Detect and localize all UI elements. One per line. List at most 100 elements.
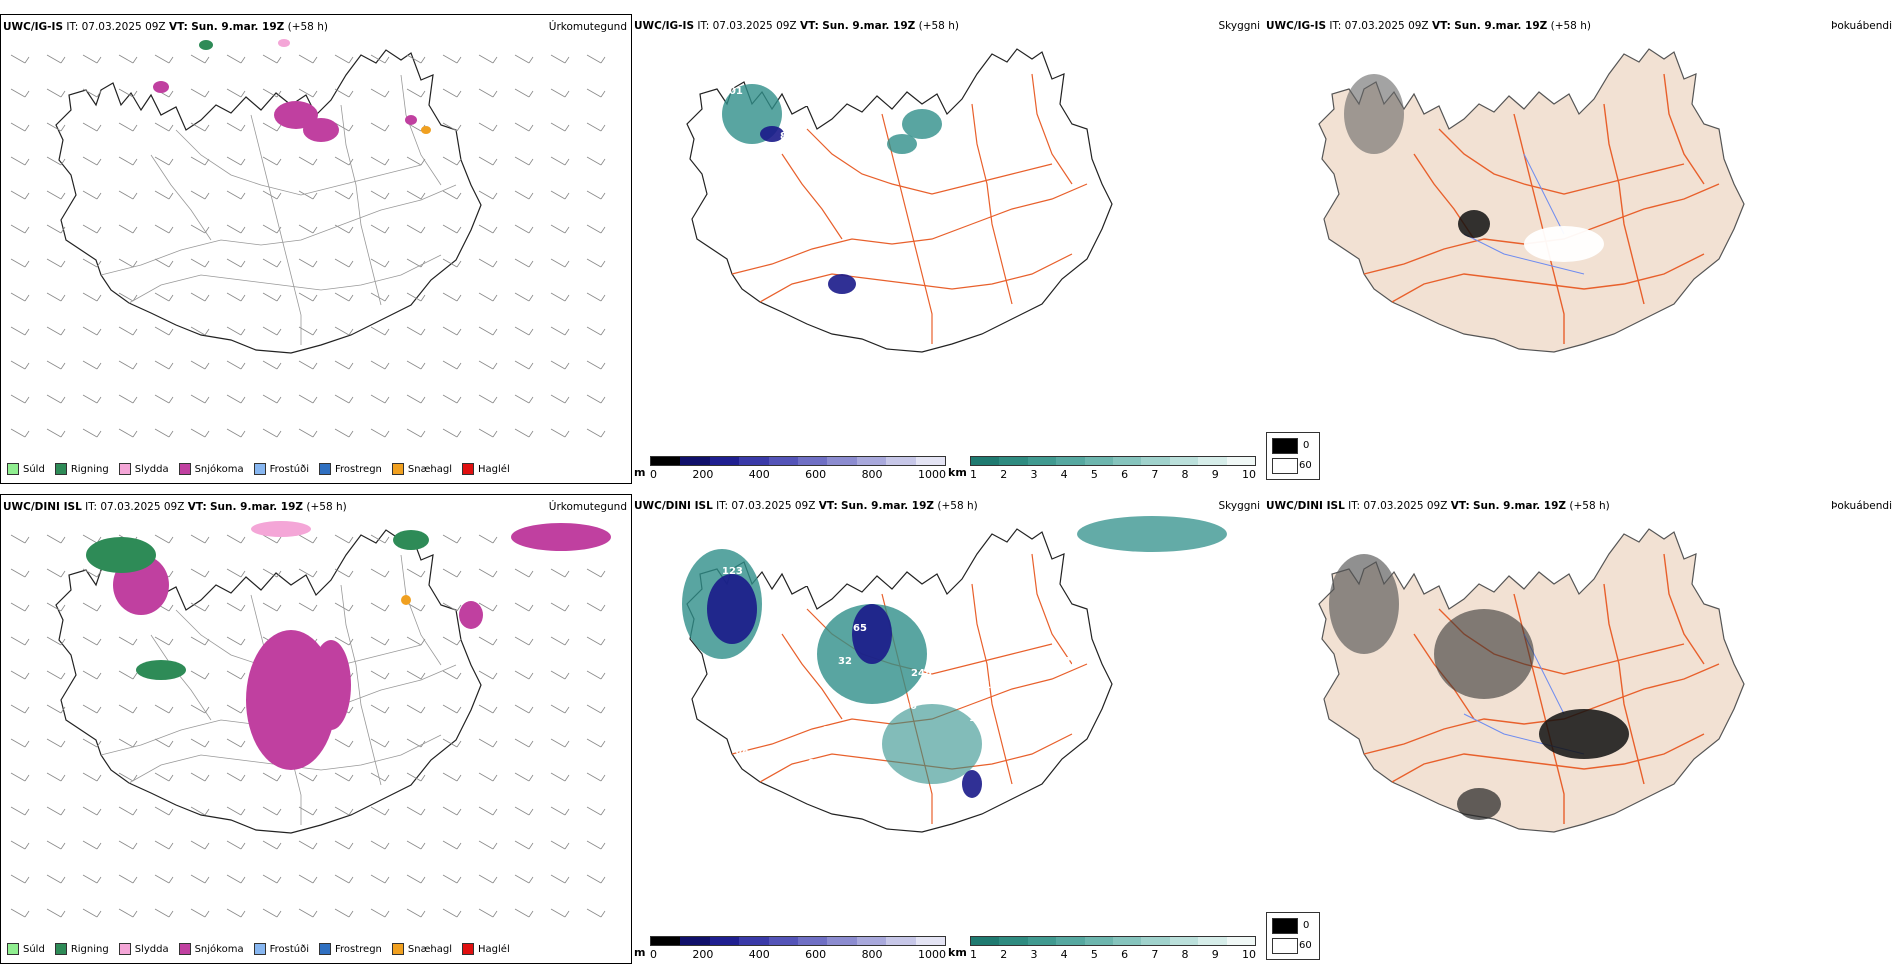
wind-barb-flag bbox=[384, 396, 390, 404]
lead-time: (+58 h) bbox=[306, 501, 347, 513]
fog-legend-light-label: 60 bbox=[1299, 460, 1312, 471]
wind-barb bbox=[190, 534, 206, 544]
wind-barb-flag bbox=[492, 570, 498, 578]
ceiling-value-label: 63 bbox=[780, 611, 794, 622]
wind-barb bbox=[226, 670, 242, 680]
wind-barb bbox=[478, 568, 494, 578]
wind-barb bbox=[370, 908, 386, 918]
wind-barb-flag bbox=[348, 604, 354, 612]
road-line bbox=[250, 114, 302, 345]
colorbar-step bbox=[886, 457, 916, 465]
wind-barb-flag bbox=[24, 842, 30, 850]
colorbar-step bbox=[798, 937, 828, 945]
wind-barb bbox=[298, 908, 314, 918]
snow-area bbox=[153, 81, 169, 93]
wind-barb bbox=[370, 534, 386, 544]
wind-barb bbox=[478, 224, 494, 234]
wind-barb-flag bbox=[204, 362, 210, 370]
wind-barb-flag bbox=[60, 260, 66, 268]
wind-barb bbox=[334, 122, 350, 132]
wind-barb-flag bbox=[456, 774, 462, 782]
wind-barb bbox=[10, 394, 26, 404]
wind-barb-flag bbox=[492, 638, 498, 646]
wind-barb-flag bbox=[600, 328, 606, 336]
wind-barb bbox=[262, 568, 278, 578]
wind-barb bbox=[370, 806, 386, 816]
legend-label: Haglél bbox=[478, 943, 510, 955]
wind-barb bbox=[478, 772, 494, 782]
wind-barb bbox=[514, 54, 530, 64]
panel-header: UWC/IG-IS IT: 07.03.2025 09Z VT: Sun. 9.… bbox=[1266, 20, 1892, 32]
colorbar-step bbox=[827, 457, 857, 465]
wind-barb-flag bbox=[528, 56, 534, 64]
wind-barb-flag bbox=[96, 192, 102, 200]
init-time: 07.03.2025 09Z bbox=[81, 21, 166, 33]
wind-barb-flag bbox=[600, 910, 606, 918]
wind-barb bbox=[262, 806, 278, 816]
road-line bbox=[340, 584, 382, 786]
wind-barb-flag bbox=[24, 430, 30, 438]
wind-barb bbox=[190, 704, 206, 714]
wind-barb bbox=[298, 534, 314, 544]
wind-barb bbox=[586, 428, 602, 438]
wind-barb bbox=[118, 738, 134, 748]
wind-barb bbox=[262, 292, 278, 302]
wind-barb-flag bbox=[384, 226, 390, 234]
ceiling-value-label: 190 bbox=[969, 713, 990, 724]
wind-barb-flag bbox=[276, 910, 282, 918]
wind-barb bbox=[226, 534, 242, 544]
legend-item: Frostregn bbox=[319, 463, 382, 475]
legend-item: Rigning bbox=[54, 463, 109, 475]
wind-barb-flag bbox=[600, 808, 606, 816]
wind-barb-flag bbox=[60, 808, 66, 816]
wind-barb-flag bbox=[276, 842, 282, 850]
sleet-area bbox=[278, 39, 290, 47]
wind-barb bbox=[406, 428, 422, 438]
wind-barb bbox=[10, 908, 26, 918]
valid-label: VT: bbox=[1431, 20, 1451, 32]
wind-barb-flag bbox=[168, 362, 174, 370]
wind-barb-flag bbox=[564, 396, 570, 404]
wind-barb bbox=[442, 840, 458, 850]
wind-barb-flag bbox=[240, 774, 246, 782]
wind-barb-flag bbox=[132, 226, 138, 234]
road-line bbox=[1391, 253, 1705, 303]
lead-time: (+58 h) bbox=[1550, 20, 1591, 32]
wind-barb bbox=[10, 88, 26, 98]
legend-item: Frostregn bbox=[319, 943, 382, 955]
wind-barb-flag bbox=[24, 362, 30, 370]
ceiling-visibility-map: 123 120 79 66 76 73 63 65 118 100 54 198 32 248 173 121… bbox=[682, 516, 1227, 833]
road-line bbox=[731, 183, 1088, 275]
wind-barb bbox=[334, 636, 350, 646]
colorbar-step bbox=[1226, 457, 1256, 465]
wind-barb bbox=[154, 292, 170, 302]
wind-barb bbox=[550, 806, 566, 816]
wind-barb-flag bbox=[384, 808, 390, 816]
wind-barb-flag bbox=[456, 56, 462, 64]
wind-barb bbox=[82, 840, 98, 850]
wind-barb bbox=[82, 908, 98, 918]
wind-barb bbox=[46, 602, 62, 612]
wind-barb-flag bbox=[348, 638, 354, 646]
wind-barb bbox=[442, 88, 458, 98]
panel-header: UWC/IG-IS IT: 07.03.2025 09Z VT: Sun. 9.… bbox=[3, 21, 627, 33]
wind-barb-flag bbox=[240, 56, 246, 64]
wind-barb-flag bbox=[132, 430, 138, 438]
wind-barb-flag bbox=[240, 90, 246, 98]
wind-barb-flag bbox=[204, 328, 210, 336]
ceiling-unit: m bbox=[634, 466, 646, 479]
wind-barb-flag bbox=[384, 910, 390, 918]
wind-barb bbox=[118, 360, 134, 370]
wind-barb bbox=[262, 360, 278, 370]
rain-area bbox=[199, 40, 213, 50]
legend-item: Snjókoma bbox=[178, 943, 244, 955]
ceiling-value-label: 116 bbox=[750, 713, 771, 724]
wind-barb bbox=[406, 224, 422, 234]
colorbar-step bbox=[886, 937, 916, 945]
wind-barb-flag bbox=[528, 808, 534, 816]
fog-indicator-map bbox=[1318, 528, 1745, 833]
wind-barb-flag bbox=[60, 158, 66, 166]
wind-barb-flag bbox=[312, 570, 318, 578]
colorbar-step bbox=[739, 457, 769, 465]
wind-barb bbox=[586, 122, 602, 132]
